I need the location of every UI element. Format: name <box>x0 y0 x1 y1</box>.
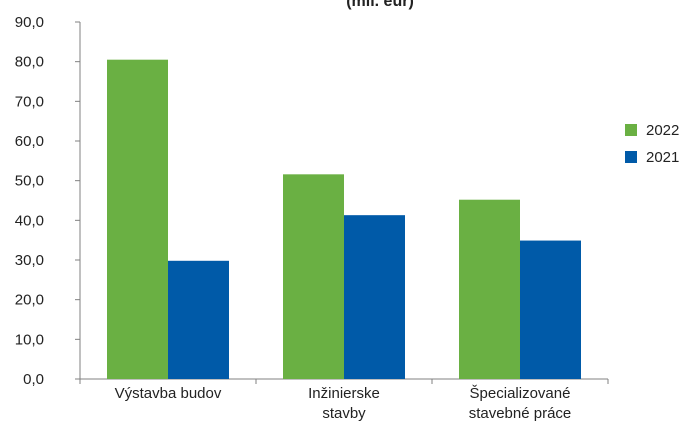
bar-2021-3 <box>520 240 581 379</box>
x-category-label: Špecializované stavebné práce <box>469 385 572 422</box>
y-tick-label: 10,0 <box>15 331 44 348</box>
x-category-label: Inžinierske stavby <box>308 385 380 422</box>
x-category-label-line: Inžinierske <box>308 385 380 402</box>
chart-title: (mil. eur) <box>346 0 414 10</box>
y-tick-label: 60,0 <box>15 133 44 150</box>
y-tick-label: 70,0 <box>15 93 44 110</box>
y-tick-label: 0,0 <box>23 371 44 388</box>
y-tick-label: 80,0 <box>15 54 44 71</box>
bar-2022-1 <box>107 59 168 379</box>
x-category-label-line: Špecializované <box>470 385 571 402</box>
legend-label-2022: 2022 <box>646 122 679 139</box>
y-tick-label: 40,0 <box>15 212 44 229</box>
y-tick-label: 90,0 <box>15 14 44 31</box>
bar-2021-2 <box>344 215 405 379</box>
bar-2022-2 <box>283 174 344 379</box>
bar-2021-1 <box>168 260 229 379</box>
legend-label-2021: 2021 <box>646 149 679 166</box>
legend-swatch-2022 <box>625 124 637 136</box>
y-tick-label: 30,0 <box>15 252 44 269</box>
y-tick-label: 50,0 <box>15 173 44 190</box>
legend-swatch-2021 <box>625 151 637 163</box>
y-tick-label: 20,0 <box>15 292 44 309</box>
x-category-label-line: stavby <box>322 405 366 422</box>
x-category-label-line: Výstavba budov <box>115 385 222 402</box>
x-category-label-line: stavebné práce <box>469 405 572 422</box>
x-category-label: Výstavba budov <box>115 385 222 402</box>
bar-2022-3 <box>459 199 520 379</box>
